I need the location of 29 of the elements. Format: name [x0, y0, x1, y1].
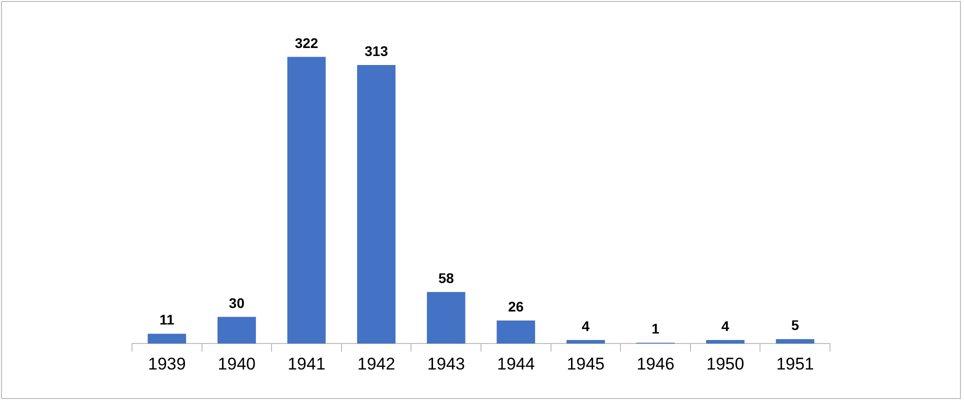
x-tick-label: 1939	[148, 354, 186, 374]
data-label: 313	[364, 42, 388, 59]
x-tick-label: 1945	[566, 354, 605, 374]
x-tick-label: 1951	[776, 354, 814, 374]
data-label: 322	[294, 34, 318, 51]
bar	[426, 292, 466, 344]
bar	[218, 316, 256, 344]
x-tick-label: 1944	[496, 354, 535, 374]
x-tick-label: 1943	[427, 354, 466, 374]
data-label: 26	[508, 298, 524, 314]
x-tick-label: 1946	[636, 354, 674, 374]
x-tick-label: 1941	[288, 354, 326, 374]
data-label: 4	[582, 318, 590, 334]
bar	[706, 340, 744, 344]
data-label: 30	[228, 294, 245, 311]
data-label: 1	[652, 320, 660, 337]
x-tick-label: 1942	[357, 354, 396, 374]
bar	[566, 340, 605, 344]
bar	[287, 56, 326, 344]
bar	[357, 64, 396, 344]
bar	[148, 334, 186, 344]
data-label: 5	[791, 317, 800, 334]
data-label: 4	[721, 318, 730, 334]
x-tick-label: 1940	[218, 354, 256, 374]
bar	[496, 320, 536, 344]
x-tick-label: 1950	[706, 354, 744, 374]
data-label: 11	[159, 312, 175, 328]
data-label: 58	[438, 270, 454, 286]
bar	[776, 339, 814, 344]
